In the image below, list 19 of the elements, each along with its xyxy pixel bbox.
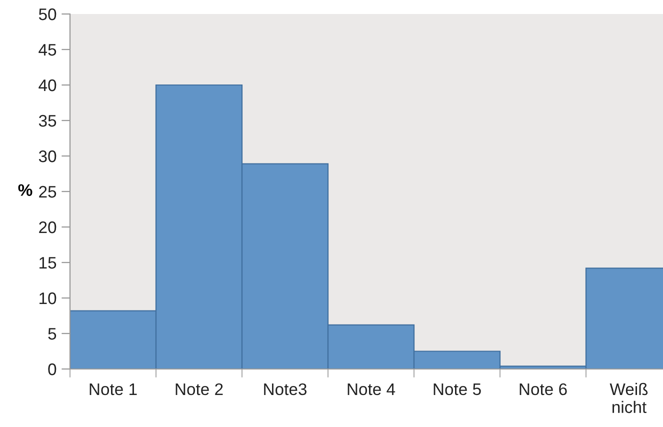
y-tick-label: 0 xyxy=(48,363,56,376)
y-tick-label: 30 xyxy=(38,150,56,162)
y-axis-title: % xyxy=(18,184,32,196)
x-tick-label: Note3 xyxy=(264,383,307,396)
x-tick-label: Note 5 xyxy=(434,384,481,396)
y-tick-label: 40 xyxy=(38,79,56,92)
x-tick-label: Note 4 xyxy=(348,384,396,396)
y-tick-label: 50 xyxy=(38,8,56,20)
y-tick-label: 25 xyxy=(39,186,56,198)
x-tick-label: Weiß nicht xyxy=(610,382,648,414)
y-tick-label: 10 xyxy=(40,292,56,304)
y-tick-label: 20 xyxy=(39,221,56,234)
y-tick-label: 15 xyxy=(40,257,56,269)
y-tick-label: 35 xyxy=(38,114,56,127)
x-tick-label: Note 2 xyxy=(176,383,223,396)
x-tick-label: Note 6 xyxy=(520,383,567,396)
y-tick-label: 5 xyxy=(48,328,56,340)
x-tick-label: Note 1 xyxy=(90,384,137,396)
y-tick-label: 45 xyxy=(38,44,56,56)
